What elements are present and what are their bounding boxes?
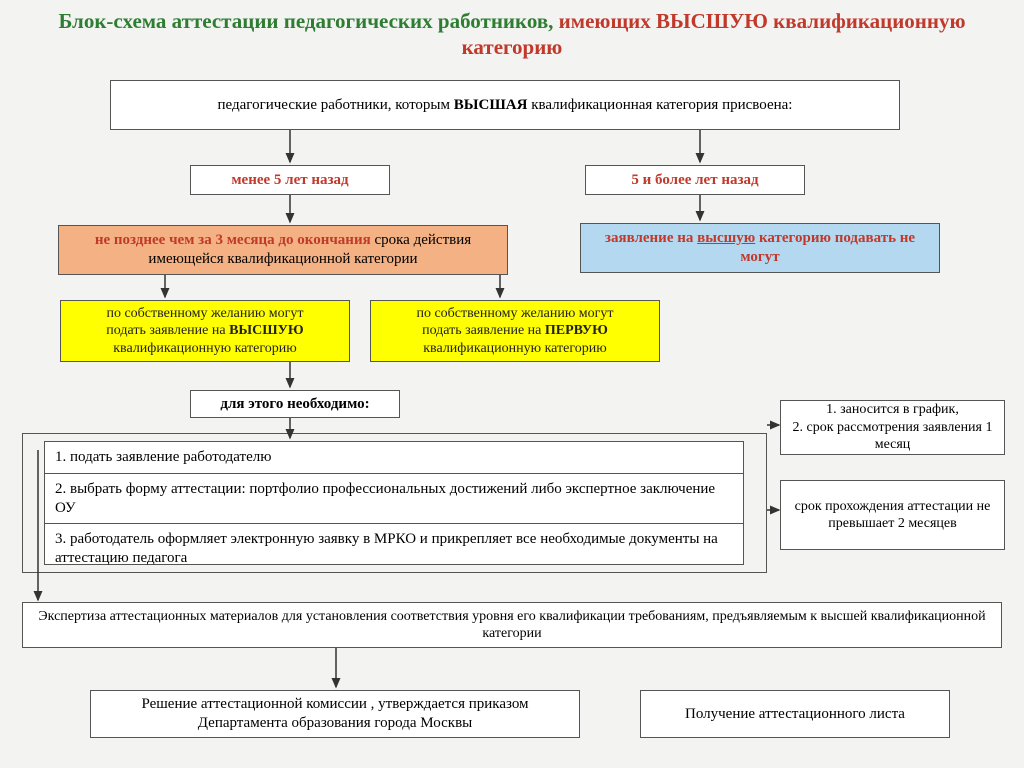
blue-underline: высшую	[697, 230, 755, 246]
node-branch-right: 5 и более лет назад	[585, 165, 805, 195]
cert-text: Получение аттестационного листа	[685, 705, 905, 724]
step-1: 1. подать заявление работодателю	[45, 442, 743, 474]
blue-post: категорию подавать не могут	[740, 230, 915, 265]
node-decision: Решение аттестационной комиссии , утверж…	[90, 690, 580, 738]
node-schedule-info: 1. заносится в график, 2. срок рассмотре…	[780, 400, 1005, 455]
diagram-title: Блок-схема аттестации педагогических раб…	[0, 0, 1024, 67]
steps-list: 1. подать заявление работодателю 2. выбр…	[44, 441, 744, 565]
branch-right-label: 5 и более лет назад	[631, 171, 758, 190]
yr-l2pre: подать заявление на	[422, 323, 545, 338]
yl-l2bold: ВЫСШУЮ	[229, 323, 304, 338]
yl-l2pre: подать заявление на	[106, 323, 229, 338]
node-requirements-header: для этого необходимо:	[190, 390, 400, 418]
orange-bold: не позднее чем за 3 месяца до окончания	[95, 232, 371, 248]
blue-pre: заявление на	[605, 230, 697, 246]
top-pre: педагогические работники, которым	[218, 97, 454, 113]
node-branch-left: менее 5 лет назад	[190, 165, 390, 195]
need-label: для этого необходимо:	[220, 395, 369, 414]
yr-l3: квалификационную категорию	[423, 341, 606, 356]
step-2: 2. выбрать форму аттестации: портфолио п…	[45, 474, 743, 525]
node-duration-info: срок прохождения аттестации не превышает…	[780, 480, 1005, 550]
node-apply-first: по собственному желанию могут подать зая…	[370, 300, 660, 362]
side1-text: 1. заносится в график, 2. срок рассмотре…	[789, 401, 996, 454]
expertise-text: Экспертиза аттестационных материалов для…	[31, 608, 993, 643]
node-certificate: Получение аттестационного листа	[640, 690, 950, 738]
decision-text: Решение аттестационной комиссии , утверж…	[99, 695, 571, 733]
top-bold: ВЫСШАЯ	[454, 97, 528, 113]
yl-l1: по собственному желанию могут	[106, 306, 303, 321]
node-top: педагогические работники, которым ВЫСШАЯ…	[110, 80, 900, 130]
title-part1: Блок-схема аттестации педагогических раб…	[58, 9, 558, 33]
yl-l3: квалификационную категорию	[113, 341, 296, 356]
node-cannot-apply: заявление на высшую категорию подавать н…	[580, 223, 940, 273]
node-deadline: не позднее чем за 3 месяца до окончания …	[58, 225, 508, 275]
top-post: квалификационная категория присвоена:	[527, 97, 792, 113]
yr-l1: по собственному желанию могут	[416, 306, 613, 321]
branch-left-label: менее 5 лет назад	[231, 171, 348, 190]
node-expertise: Экспертиза аттестационных материалов для…	[22, 602, 1002, 648]
node-apply-highest: по собственному желанию могут подать зая…	[60, 300, 350, 362]
side2-text: срок прохождения аттестации не превышает…	[789, 498, 996, 533]
yr-l2bold: ПЕРВУЮ	[545, 323, 608, 338]
step-3: 3. работодатель оформляет электронную за…	[45, 524, 743, 574]
